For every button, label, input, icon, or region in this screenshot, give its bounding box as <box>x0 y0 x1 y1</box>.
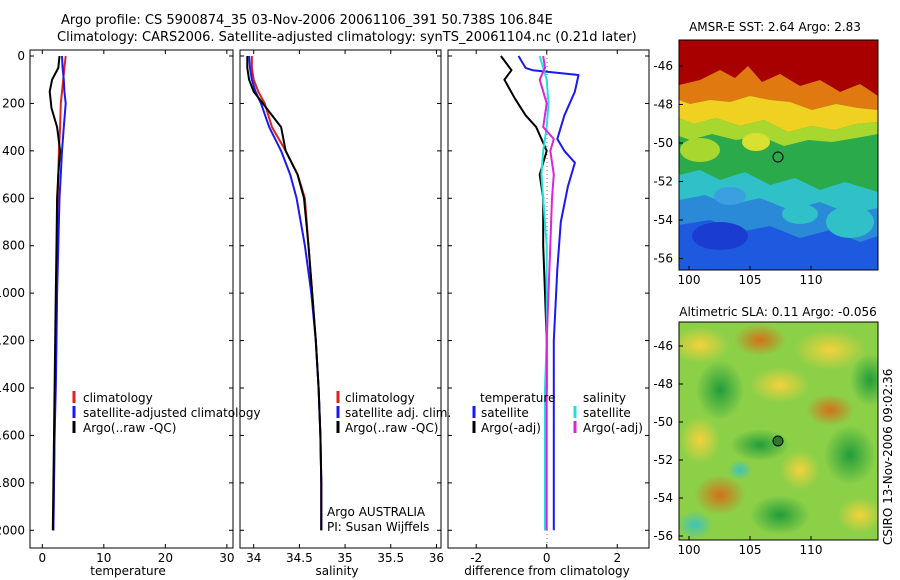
map-lat-tick-label: -50 <box>653 415 673 429</box>
map-lon-tick-label: 110 <box>800 543 823 557</box>
depth-tick-label: 1200 <box>0 334 25 348</box>
map-lat-tick-label: -46 <box>653 339 673 353</box>
map-lat-tick-label: -54 <box>653 491 673 505</box>
depth-tick-label: 1000 <box>0 286 25 300</box>
legend-label-satellite: satellite-adjusted climatology <box>83 406 261 420</box>
map-lon-tick-label: 110 <box>800 273 823 287</box>
depth-tick-label: 600 <box>2 191 25 205</box>
map-lat-tick-label: -48 <box>653 98 673 112</box>
temperature-legend: climatology satellite-adjusted climatolo… <box>72 391 261 435</box>
sst-map-title: AMSR-E SST: 2.64 Argo: 2.83 <box>689 20 861 34</box>
x-tick-label: 36 <box>429 551 444 565</box>
legend-label-temp-argo: Argo(-adj) <box>481 421 541 435</box>
legend-label-climatology: climatology <box>345 391 415 405</box>
map-lon-tick-label: 105 <box>739 543 762 557</box>
salinity-legend: climatology satellite adj. clim. Argo(..… <box>327 391 451 534</box>
depth-tick-label: 200 <box>2 96 25 110</box>
series-line-salinity-argo-adj- <box>538 55 555 531</box>
salinity-axis-label: salinity <box>315 564 358 578</box>
depth-tick-label: 1600 <box>0 428 25 442</box>
difference-legend: temperature salinity satellite Argo(-adj… <box>472 391 643 435</box>
x-tick-label: 34.5 <box>286 551 313 565</box>
x-tick-label: 0 <box>38 551 46 565</box>
x-tick-label: 35 <box>337 551 352 565</box>
sla-map <box>679 322 878 540</box>
temperature-axis-label: temperature <box>90 564 165 578</box>
map-lat-tick-label: -50 <box>653 136 673 150</box>
depth-tick-label: 0 <box>17 49 25 63</box>
difference-panel-frame <box>447 49 650 549</box>
map-lon-tick-label: 100 <box>678 543 701 557</box>
depth-tick-label: 1400 <box>0 381 25 395</box>
legend-label-climatology: climatology <box>83 391 153 405</box>
figure-title-line-2: Climatology: CARS2006. Satellite-adjuste… <box>57 30 637 45</box>
sst-map-frame <box>678 39 879 271</box>
map-lon-tick-label: 105 <box>739 273 762 287</box>
series-line-salinity-satellite <box>538 55 550 531</box>
x-tick-label: 34 <box>246 551 261 565</box>
legend-label-sal-satellite: satellite <box>583 406 631 420</box>
x-tick-label: 20 <box>158 551 173 565</box>
x-tick-label: -2 <box>470 551 482 565</box>
temperature-panel-frame <box>29 49 234 549</box>
sla-map-frame <box>678 321 879 541</box>
map-lat-tick-label: -56 <box>653 529 673 543</box>
data-provider-annotation: Argo AUSTRALIA <box>327 505 426 519</box>
map-lat-tick-label: -52 <box>653 453 673 467</box>
map-lat-tick-label: -54 <box>653 213 673 227</box>
legend-label-satellite: satellite adj. clim. <box>345 406 451 420</box>
salinity-panel-frame <box>239 49 442 549</box>
legend-label-sal-argo: Argo(-adj) <box>583 421 643 435</box>
sst-argo-float-marker <box>772 151 784 163</box>
series-line-argo-raw-qc- <box>246 56 323 531</box>
sst-map <box>679 40 878 270</box>
map-lon-tick-label: 100 <box>678 273 701 287</box>
legend-label-argo: Argo(..raw -QC) <box>345 421 438 435</box>
map-lat-tick-label: -56 <box>653 252 673 266</box>
map-lat-tick-label: -52 <box>653 175 673 189</box>
series-line-temperature-argo-adj- <box>500 55 548 531</box>
x-tick-label: 30 <box>219 551 234 565</box>
series-line-temperature-satellite <box>517 55 580 531</box>
legend-label-temp-satellite: satellite <box>481 406 529 420</box>
series-line-satellite-adj-clim- <box>248 55 323 531</box>
x-tick-label: 2 <box>613 551 621 565</box>
figure-title-line-1: Argo profile: CS 5900874_35 03-Nov-2006 … <box>61 13 553 28</box>
legend-header-salinity: salinity <box>583 391 626 405</box>
depth-tick-label: 1800 <box>0 476 25 490</box>
difference-axis-label: difference from climatology <box>464 564 630 578</box>
depth-tick-label: 400 <box>2 144 25 158</box>
depth-tick-label: 800 <box>2 239 25 253</box>
principal-investigator-annotation: PI: Susan Wijffels <box>327 520 429 534</box>
x-tick-label: 35.5 <box>377 551 404 565</box>
map-lat-tick-label: -46 <box>653 59 673 73</box>
legend-label-argo: Argo(..raw -QC) <box>83 421 176 435</box>
x-tick-label: 10 <box>96 551 111 565</box>
credit-timestamp: CSIRO 13-Nov-2006 09:02:36 <box>881 369 895 545</box>
x-tick-label: 0 <box>543 551 551 565</box>
map-lat-tick-label: -48 <box>653 377 673 391</box>
sla-map-title: Altimetric SLA: 0.11 Argo: -0.056 <box>679 305 876 319</box>
legend-header-temperature: temperature <box>480 391 555 405</box>
series-line-argo-raw-qc- <box>48 55 62 531</box>
sla-argo-float-marker <box>772 435 784 447</box>
depth-tick-label: 2000 <box>0 523 25 537</box>
